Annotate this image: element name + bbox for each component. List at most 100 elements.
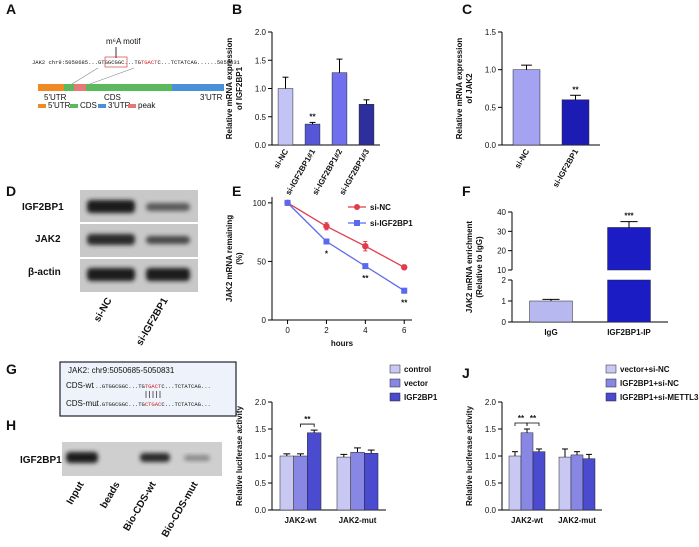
utr3 bbox=[172, 84, 224, 91]
x-tick-label: IGF2BP1-IP bbox=[607, 328, 651, 337]
motif: TGACT bbox=[141, 59, 158, 66]
line bbox=[287, 202, 405, 292]
y-tick-label: 1.0 bbox=[255, 452, 267, 461]
y-axis-label: of IGF2BP1 bbox=[235, 66, 244, 110]
bar bbox=[364, 453, 379, 511]
utr5 bbox=[38, 84, 64, 91]
lane-label: Bio-CDS-wt bbox=[122, 479, 159, 533]
panel-label: G bbox=[6, 361, 17, 377]
significance: *** bbox=[624, 212, 634, 221]
y-tick-label: 1.0 bbox=[255, 85, 267, 94]
y-tick-label: 1.5 bbox=[255, 56, 267, 65]
line bbox=[287, 202, 405, 268]
x-tick-label: 4 bbox=[363, 326, 368, 335]
protein-label: β-actin bbox=[28, 267, 61, 278]
bar bbox=[558, 456, 572, 511]
significance: ** bbox=[401, 299, 408, 308]
legend-swatch bbox=[605, 378, 617, 388]
row-label: CDS-mut bbox=[66, 399, 100, 408]
y-axis-label: Relative mRNA expression bbox=[225, 38, 234, 140]
y-tick-label: 1 bbox=[502, 297, 507, 306]
bar bbox=[358, 104, 375, 146]
x-tick-label: JAK2-wt bbox=[511, 516, 543, 525]
x-tick-label: JAK2-wt bbox=[284, 516, 316, 525]
y-axis-label: of JAK2 bbox=[465, 73, 474, 104]
bar bbox=[561, 99, 590, 146]
protein-label: JAK2 bbox=[35, 234, 61, 245]
cds bbox=[64, 84, 172, 91]
legend-label: IGF2BP1+si-METTL3 bbox=[620, 393, 699, 402]
lane-label: Input bbox=[65, 479, 87, 506]
panel-label: F bbox=[462, 183, 471, 199]
protein-label: IGF2BP1 bbox=[22, 202, 64, 213]
bar bbox=[508, 455, 522, 511]
y-tick-label: 0.5 bbox=[255, 113, 267, 122]
legend-label: si-NC bbox=[370, 203, 391, 212]
lane-label: si-IGF2BP1 bbox=[134, 296, 170, 348]
y-tick-label: 2 bbox=[502, 276, 507, 285]
x-axis-label: hours bbox=[331, 339, 354, 348]
x-tick-label: IgG bbox=[544, 328, 557, 337]
bar bbox=[293, 455, 308, 511]
zoom-line bbox=[89, 67, 135, 85]
sequence-suffix: C...TCTATCAG... bbox=[161, 383, 211, 390]
y-tick-label: 40 bbox=[497, 208, 506, 217]
sequence-end: C...TCTATCAG......5050831 bbox=[157, 59, 240, 66]
point bbox=[362, 243, 369, 250]
sequence-prefix: ...GTGGCGGC...TG bbox=[92, 383, 145, 390]
panel-label: A bbox=[6, 1, 16, 17]
band bbox=[66, 452, 98, 463]
bar bbox=[277, 88, 294, 146]
panel-label: E bbox=[232, 183, 241, 199]
y-axis-label: Relative luciferase activity bbox=[235, 405, 244, 506]
sequence: ...GTGGCGGC...TGCTGACC...TCTATCAG... bbox=[92, 401, 211, 408]
band bbox=[146, 268, 190, 281]
y-tick-label: 0.0 bbox=[255, 506, 267, 515]
y-axis-label: JAK2 mRNA enrichment bbox=[465, 221, 474, 314]
point bbox=[362, 263, 369, 270]
y-tick-label: 10 bbox=[497, 266, 506, 275]
legend-swatch bbox=[605, 364, 617, 374]
lane-label: Bio-CDS-mut bbox=[160, 479, 201, 539]
band bbox=[87, 268, 135, 281]
y-tick-label: 1.5 bbox=[255, 425, 267, 434]
y-tick-label: 2.0 bbox=[255, 28, 267, 37]
pulldown-blot: IGF2BP1 Input beads Bio-CDS-wt Bio-CDS-m… bbox=[20, 442, 222, 539]
x-tick-label: 2 bbox=[324, 326, 329, 335]
western-blot: IGF2BP1 JAK2 β-actin si-NC si-IGF2BP1 bbox=[22, 190, 198, 348]
y-tick-label: 0.0 bbox=[485, 506, 497, 515]
y-tick-label: 2.0 bbox=[485, 398, 497, 407]
y-axis-label: Relative mRNA expression bbox=[455, 38, 464, 140]
legend-label: IGF2BP1+si-NC bbox=[620, 379, 679, 388]
bracket bbox=[300, 423, 315, 428]
point bbox=[323, 223, 330, 230]
y-tick-label: 1.0 bbox=[485, 452, 497, 461]
region-label: 3'UTR bbox=[200, 93, 223, 102]
sequence-prefix: ...GTGGCGGC...TG bbox=[92, 401, 145, 408]
bar bbox=[582, 458, 596, 511]
bar bbox=[331, 72, 348, 146]
bar bbox=[512, 69, 541, 146]
significance: ** bbox=[518, 414, 525, 423]
bar bbox=[307, 432, 322, 511]
band bbox=[146, 203, 190, 211]
bar bbox=[570, 454, 584, 511]
legend-swatch bbox=[389, 378, 401, 388]
panel-label: C bbox=[462, 1, 472, 17]
y-tick-label: 100 bbox=[253, 199, 267, 208]
legend-swatch bbox=[70, 104, 78, 108]
box bbox=[59, 361, 237, 417]
legend-swatch bbox=[128, 104, 136, 108]
significance: ** bbox=[362, 274, 369, 283]
legend-swatch bbox=[605, 392, 617, 402]
lane-label: si-NC bbox=[92, 296, 115, 324]
significance: ** bbox=[572, 85, 579, 94]
sequence-start: JAK2 chr9:5050685...GTGGCGGC...TG bbox=[32, 59, 141, 66]
y-axis-label: (%) bbox=[235, 252, 244, 265]
significance: * bbox=[325, 250, 329, 259]
gene-diagram: m⁶A motif JAK2 chr9:5050685...GTGGCGGC..… bbox=[32, 37, 241, 110]
band bbox=[87, 234, 135, 245]
legend-label: vector+si-NC bbox=[620, 365, 670, 374]
